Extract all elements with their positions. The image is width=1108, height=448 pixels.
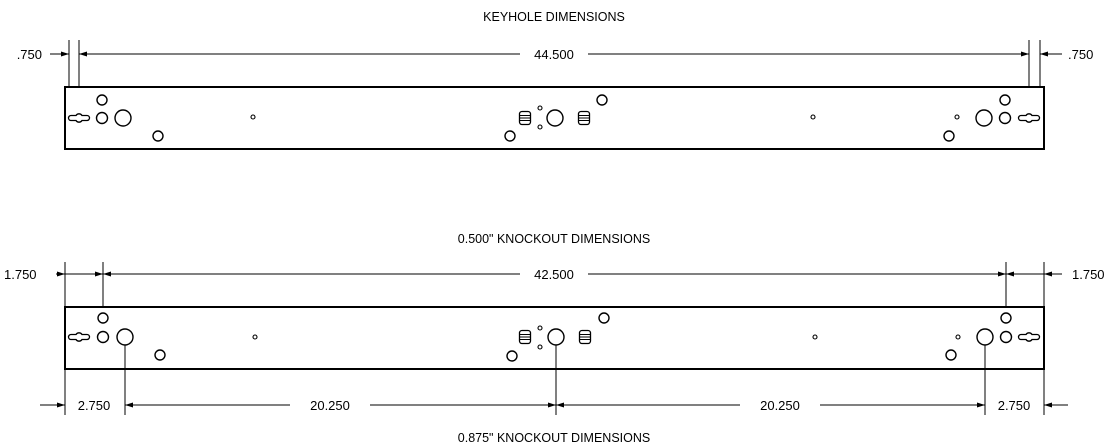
pin-dot-icon	[954, 114, 960, 120]
tab-icon	[518, 329, 532, 345]
pin-dot-icon	[537, 325, 543, 331]
knockout-icon	[976, 328, 994, 346]
hole-icon	[96, 330, 110, 344]
hole-icon	[96, 94, 108, 106]
hole-icon	[999, 94, 1011, 106]
keyhole-view: KEYHOLE DIMENSIONS .750 44.500 .750	[17, 10, 1093, 150]
knockout-icon	[114, 109, 132, 127]
knockout-view: 0.500" KNOCKOUT DIMENSIONS 1.750 42.500 …	[4, 232, 1105, 445]
tab-icon	[577, 110, 591, 126]
knockout-icon	[547, 328, 565, 346]
keyhole-left-icon	[67, 113, 91, 123]
knockout-icon	[116, 328, 134, 346]
pin-dot-icon	[812, 334, 818, 340]
ko500-dim-left: 1.750	[4, 267, 37, 282]
hole-icon	[95, 111, 109, 125]
pin-dot-icon	[250, 114, 256, 120]
pin-dot-icon	[537, 344, 543, 350]
ko875-dim-d: 2.750	[998, 398, 1031, 413]
hole-icon	[97, 312, 109, 324]
ko875-dim-a: 2.750	[78, 398, 111, 413]
hole-icon	[999, 330, 1013, 344]
keyhole-right-icon	[1017, 113, 1041, 123]
hole-icon	[1000, 312, 1012, 324]
pin-dot-icon	[810, 114, 816, 120]
hole-icon	[598, 312, 610, 324]
keyhole-dim-center: 44.500	[534, 47, 574, 62]
knockout-875-title: 0.875" KNOCKOUT DIMENSIONS	[458, 431, 650, 445]
tab-icon	[578, 329, 592, 345]
hole-icon	[943, 130, 955, 142]
hole-icon	[998, 111, 1012, 125]
hole-icon	[152, 130, 164, 142]
keyhole-right-icon	[1017, 332, 1041, 342]
hole-icon	[154, 349, 166, 361]
keyhole-dim-right: .750	[1068, 47, 1093, 62]
tab-icon	[518, 110, 532, 126]
hole-icon	[506, 350, 518, 362]
ko875-dim-b: 20.250	[310, 398, 350, 413]
ko500-dim-center: 42.500	[534, 267, 574, 282]
ko500-dim-right: 1.750	[1072, 267, 1105, 282]
pin-dot-icon	[955, 334, 961, 340]
knockout-icon	[546, 109, 564, 127]
hole-icon	[504, 130, 516, 142]
ko875-dim-c: 20.250	[760, 398, 800, 413]
pin-dot-icon	[537, 105, 543, 111]
hole-icon	[596, 94, 608, 106]
keyhole-left-icon	[67, 332, 91, 342]
keyhole-dim-left: .750	[17, 47, 42, 62]
pin-dot-icon	[537, 124, 543, 130]
knockout-icon	[975, 109, 993, 127]
hole-icon	[945, 349, 957, 361]
keyhole-view-title: KEYHOLE DIMENSIONS	[483, 10, 625, 24]
pin-dot-icon	[252, 334, 258, 340]
knockout-500-title: 0.500" KNOCKOUT DIMENSIONS	[458, 232, 650, 246]
